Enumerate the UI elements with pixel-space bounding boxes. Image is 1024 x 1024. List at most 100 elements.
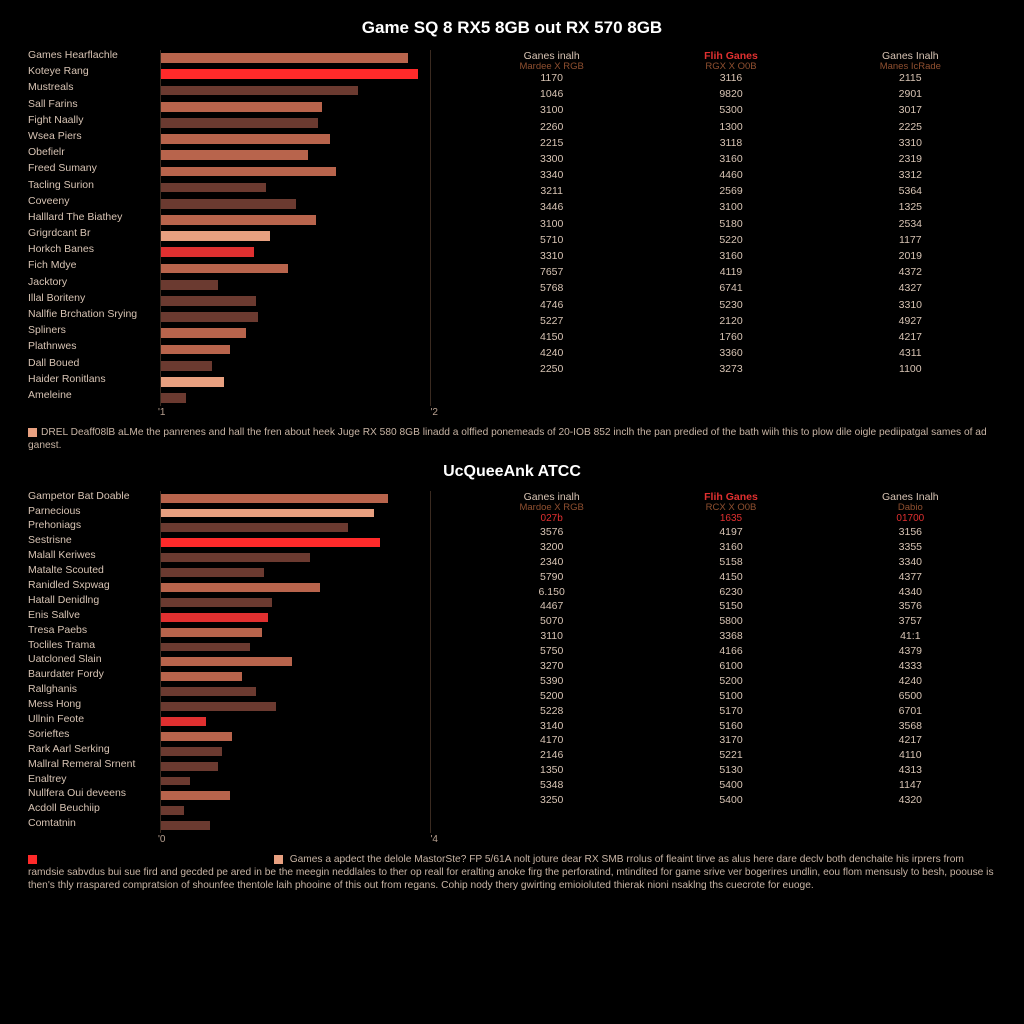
table-row: 214652214110 [466,750,996,765]
bar [160,69,418,79]
cell: 3270 [466,661,637,676]
table-row: 6.15062304340 [466,587,996,602]
subtitle: UcQueeAnk ATCC [28,463,996,481]
cell: 2569 [645,186,816,202]
chart2-xticks: '0 '4 [28,834,438,845]
table-row: 310053003017 [466,105,996,121]
cell: 5221 [645,750,816,765]
bar [160,821,210,830]
cell: 5400 [645,795,816,810]
table-row: 507058003757 [466,616,996,631]
chart2: Gampetor Bat DoableParneciousPrehoniagsS… [28,491,448,833]
table-row: 357641973156 [466,527,996,542]
row-label: Sestrisne [28,535,158,550]
cell: 3360 [645,348,816,364]
cell: 4197 [645,527,816,542]
row-label: Matalte Scouted [28,565,158,580]
bar [160,312,258,322]
table-row: 234051583340 [466,557,996,572]
cell: 4460 [645,170,816,186]
row-label: Koteye Rang [28,66,158,82]
cell: 3273 [645,364,816,380]
header-highlight: 1635 [645,514,816,527]
cell: 5130 [645,765,816,780]
cell: 2120 [645,316,816,332]
page-title: Game SQ 8 RX5 8GB out RX 570 8GB [28,18,996,38]
cell: 5220 [645,235,816,251]
cell: 2215 [466,138,637,154]
table-row: 571052201177 [466,235,996,251]
cell: 3250 [466,795,637,810]
cell: 3160 [645,542,816,557]
cell: 4467 [466,601,637,616]
bar [160,523,348,532]
row-label: Ullnin Feote [28,714,158,729]
table-row: 104698202901 [466,89,996,105]
table-row: 310051802534 [466,219,996,235]
cell: 3211 [466,186,637,202]
header-highlight: 027b [466,514,637,527]
bar [160,583,320,592]
table-row: 474652303310 [466,300,996,316]
cell: 3446 [466,202,637,218]
cell: 3118 [645,138,816,154]
bar [160,687,256,696]
col-header: Flih GanesRCX X O0B [645,491,816,514]
bar [160,702,276,711]
bar [160,598,272,607]
row-label: Ranidled Sxpwag [28,580,158,595]
cell: 3200 [466,542,637,557]
row-label: Jacktory [28,277,158,293]
row-label: Dall Boued [28,358,158,374]
row-label: Prehoniags [28,520,158,535]
cell: 5710 [466,235,637,251]
bar [160,199,296,209]
caption-1: DREL Deaff08lB aLMe the panrenes and hal… [28,426,996,453]
table-row: 534854001147 [466,780,996,795]
row-label: Sorieftes [28,729,158,744]
table-row: 522721204927 [466,316,996,332]
row-label: Plathnwes [28,341,158,357]
cell: 3757 [825,616,996,631]
table-row: 522851706701 [466,706,996,721]
cell: 2260 [466,122,637,138]
bar [160,264,288,274]
row-label: Mustreals [28,82,158,98]
row-label: Coveeny [28,196,158,212]
bar [160,377,224,387]
cell: 4377 [825,572,996,587]
cell: 4150 [645,572,816,587]
cell: 4217 [825,735,996,750]
cell: 2115 [825,73,996,89]
row-label: Horkch Banes [28,244,158,260]
cell: 5170 [645,706,816,721]
cell: 4327 [825,283,996,299]
bar [160,53,408,63]
row-label: Malall Keriwes [28,550,158,565]
section-1: Games HearflachleKoteye RangMustrealsSal… [28,50,996,406]
table-row: 334044603312 [466,170,996,186]
cell: 3140 [466,721,637,736]
cell: 4170 [466,735,637,750]
cell: 3340 [825,557,996,572]
cell: 4379 [825,646,996,661]
cell: 4927 [825,316,996,332]
row-label: Tresa Paebs [28,625,158,640]
cell: 5800 [645,616,816,631]
cell: 5158 [645,557,816,572]
table-row: 520051006500 [466,691,996,706]
bar [160,732,232,741]
cell: 6100 [645,661,816,676]
row-label: Enaltrey [28,774,158,789]
header-highlight: 01700 [825,514,996,527]
cell: 4313 [825,765,996,780]
bar [160,568,264,577]
table-row: 320031603355 [466,542,996,557]
bar [160,806,184,815]
cell: 3576 [466,527,637,542]
row-label: Rallghanis [28,684,158,699]
bar [160,280,218,290]
row-label: Baurdater Fordy [28,669,158,684]
cell: 2534 [825,219,996,235]
cell: 3170 [645,735,816,750]
